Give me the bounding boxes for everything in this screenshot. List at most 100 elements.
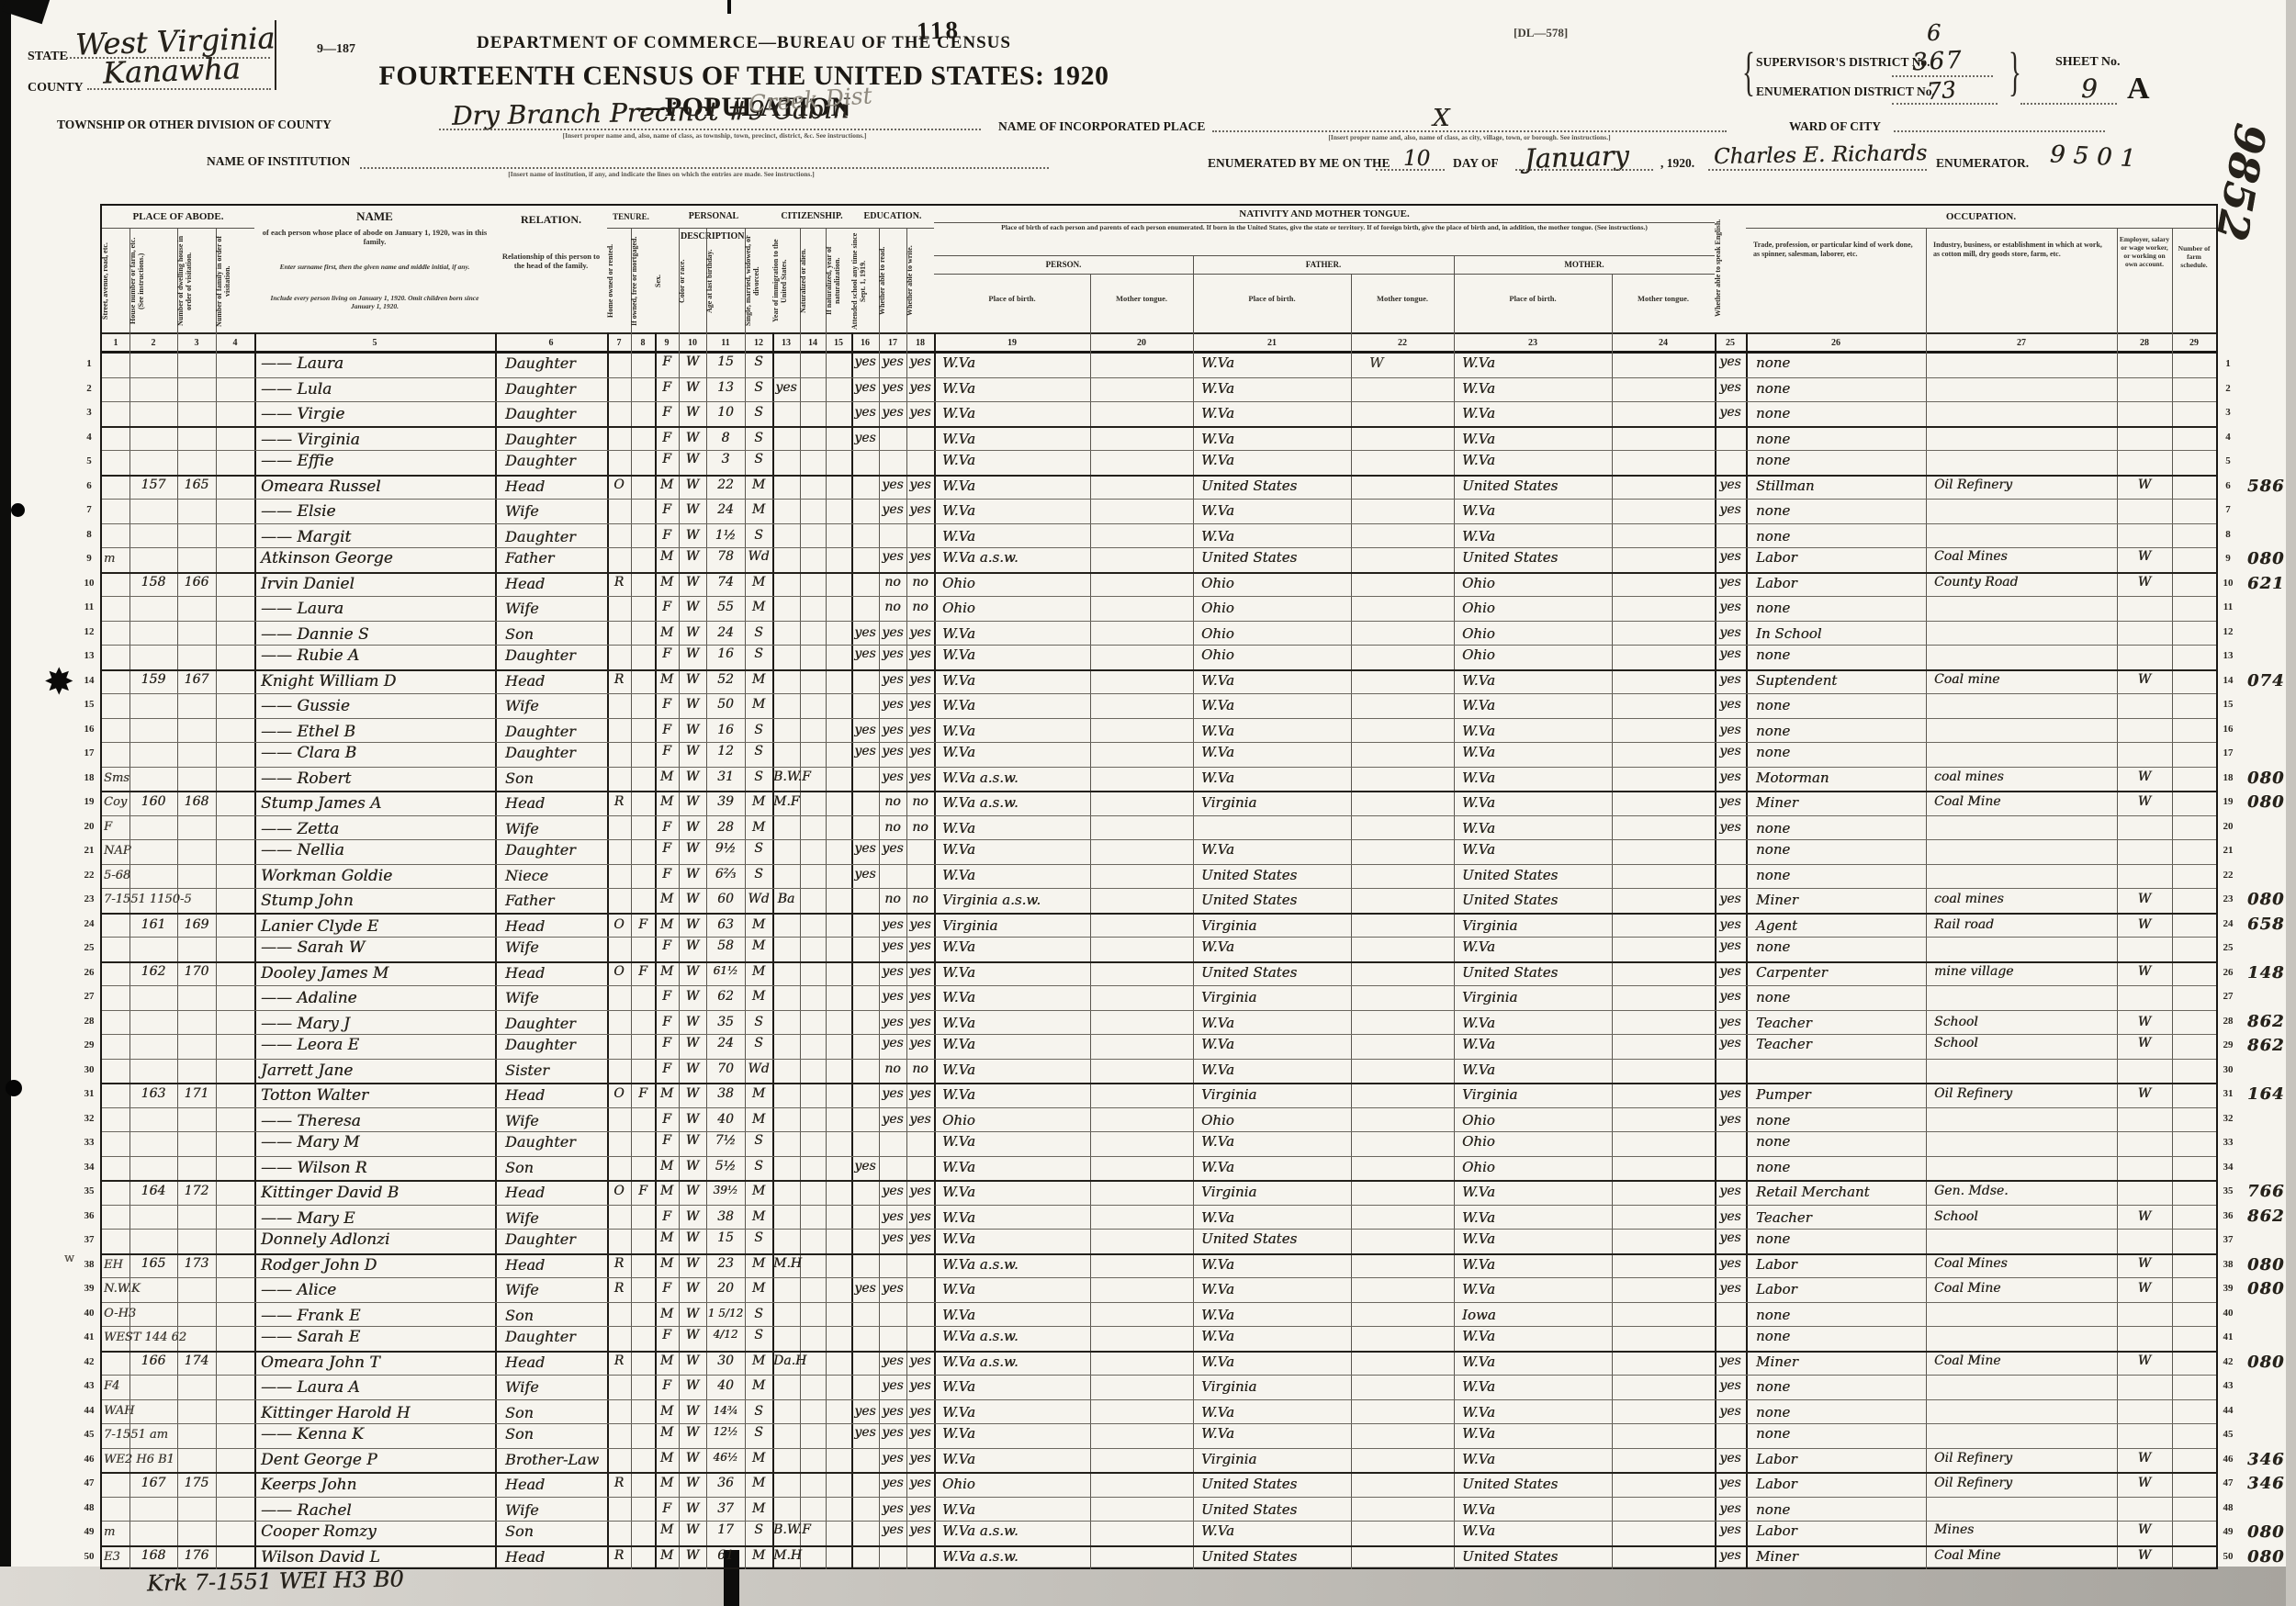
cell-c28: W <box>2137 1547 2152 1563</box>
cell-c28: W <box>2137 892 2152 906</box>
cell-c18: yes <box>909 963 931 979</box>
cell-c6: Daughter <box>505 1036 576 1053</box>
col-group-label-occupation: OCCUPATION. <box>1945 211 2017 222</box>
cell-c11: 40 <box>717 1378 734 1393</box>
cell-c5: Irvin Daniel <box>261 574 355 593</box>
col-number-c17: 17 <box>888 338 897 348</box>
cell-c10: W <box>685 892 700 906</box>
cell-c23: W.Va <box>1462 938 1495 955</box>
cell-c26: Teacher <box>1756 1036 1812 1052</box>
cell-c19: W.Va <box>942 624 975 642</box>
cell-c18: yes <box>909 1086 931 1101</box>
cell-c5: —— Gussie <box>261 697 350 715</box>
right-margin-number: 080 <box>2247 1254 2285 1275</box>
cell-c23: W.Va <box>1462 405 1495 421</box>
right-margin-number: 080 <box>2247 890 2285 909</box>
cell-c3: 171 <box>184 1086 209 1101</box>
day-line <box>1376 169 1445 171</box>
grid-vline <box>706 332 707 1569</box>
cell-c17: yes <box>882 1036 904 1050</box>
line-number-left: 4 <box>86 431 92 443</box>
line-number-left: 35 <box>84 1185 95 1196</box>
cell-c5: —— Elsie <box>261 502 336 521</box>
right-margin-number: 080 <box>2247 1522 2285 1542</box>
cell-c5: Keerps John <box>261 1476 357 1494</box>
cell-c11: 15 <box>717 1230 734 1245</box>
cell-c28: W <box>2137 1086 2152 1101</box>
grid-hline <box>934 274 1193 275</box>
cell-c25: yes <box>1719 794 1741 809</box>
day-of-label: DAY OF <box>1453 156 1499 170</box>
cell-c26: none <box>1756 430 1791 447</box>
line-number-left: 43 <box>84 1380 95 1391</box>
cell-c25: yes <box>1719 1500 1741 1516</box>
grid-vline <box>745 228 746 332</box>
grid-vline <box>1746 332 1748 1569</box>
line-number-right: 49 <box>2223 1526 2234 1537</box>
cell-c21: W.Va <box>1201 769 1234 786</box>
cell-c9: M <box>659 1184 674 1198</box>
line-number-right: 38 <box>2223 1258 2234 1270</box>
cell-c19: W.Va <box>942 866 975 883</box>
cell-c6: Father <box>505 892 555 909</box>
cell-c16: yes <box>854 430 876 445</box>
census-table: PLACE OF ABODE. Street, avenue, road, etc… <box>43 204 2296 1573</box>
cell-c6: Daughter <box>505 744 576 761</box>
cell-c26: none <box>1756 938 1791 955</box>
edge-note: ✸ <box>43 660 74 702</box>
cell-c12: M <box>751 502 766 517</box>
cell-c18: yes <box>909 989 931 1004</box>
cell-c18: yes <box>909 916 931 932</box>
cell-c11: 1 5/12 <box>707 1306 744 1320</box>
cell-c19: W.Va <box>942 938 975 955</box>
line-number-left: 28 <box>84 1015 95 1027</box>
cell-c11: 52 <box>717 671 734 687</box>
cell-c18: yes <box>909 1111 931 1127</box>
cell-c28: W <box>2137 963 2152 979</box>
cell-c19: Ohio <box>942 1111 975 1129</box>
cell-c11: 24 <box>717 1036 734 1050</box>
cell-c18: yes <box>909 671 931 687</box>
grid-hline <box>102 1350 2216 1353</box>
cell-c6: Son <box>505 1522 534 1540</box>
cell-c18: yes <box>909 502 931 517</box>
cell-c26: none <box>1756 646 1791 663</box>
grid-vline <box>745 332 746 1569</box>
cell-c19: W.Va <box>942 452 975 468</box>
cell-c6: Head <box>505 477 546 495</box>
cell-c17: yes <box>882 916 904 932</box>
grid-vline <box>1926 228 1927 332</box>
cell-c17: yes <box>882 1184 904 1198</box>
line-number-right: 3 <box>2225 407 2231 418</box>
margin-note: WAH <box>104 1403 135 1418</box>
col-group-label-relation: RELATION. <box>520 213 582 226</box>
cell-c12: S <box>754 1306 763 1321</box>
cell-c26: none <box>1756 1425 1791 1442</box>
cell-c6: Head <box>505 1184 546 1201</box>
cell-c23: W.Va <box>1462 502 1495 519</box>
cell-c19: W.Va <box>942 671 975 689</box>
cell-c17: yes <box>882 405 904 420</box>
line-number-right: 13 <box>2223 650 2234 661</box>
cell-c19: W.Va <box>942 722 975 739</box>
cell-c11: 8 <box>721 430 730 445</box>
name-desc-2: Enter surname first, then the given name… <box>279 263 470 271</box>
enumerated-day: 10 <box>1403 147 1431 171</box>
grid-hline <box>1454 274 1715 275</box>
cell-c3: 166 <box>184 574 209 590</box>
line-number-left: 9 <box>86 553 92 564</box>
cell-c2: 158 <box>141 574 166 590</box>
cell-c21: United States <box>1201 892 1298 908</box>
cell-c23: W.Va <box>1462 1208 1495 1226</box>
cell-c12: S <box>754 1133 763 1148</box>
cell-c6: Wife <box>505 1378 539 1396</box>
cell-c6: Brother-Law <box>505 1450 600 1468</box>
line-number-left: 3 <box>86 407 92 418</box>
margin-note: NAP <box>104 844 131 858</box>
cell-c17: yes <box>882 1086 904 1101</box>
stamp-number: 118 <box>916 16 962 45</box>
township-line <box>439 129 981 130</box>
cell-c10: W <box>685 989 700 1004</box>
col-header-c1: Street, avenue, road, etc. <box>102 242 109 320</box>
cell-c16: yes <box>854 841 876 856</box>
